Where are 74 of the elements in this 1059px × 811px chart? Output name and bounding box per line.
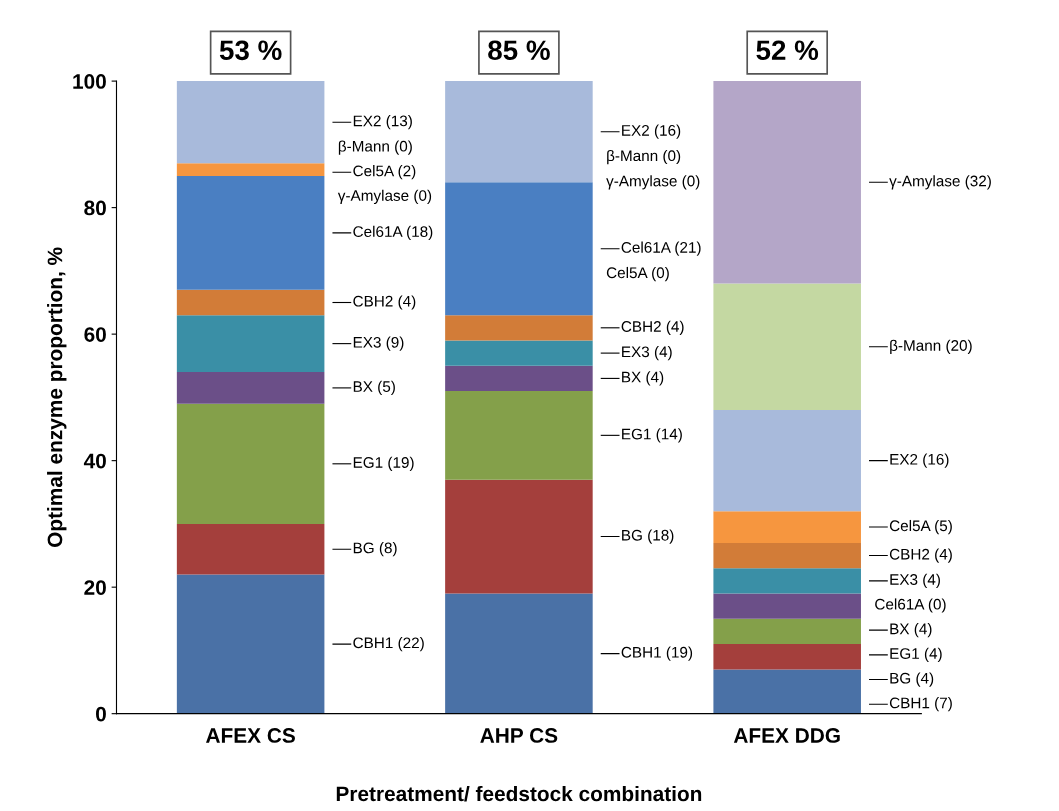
y-tick-label: 0: [96, 706, 106, 722]
text: EG1 (14): [622, 428, 682, 443]
bar: [713, 542, 861, 569]
text: EX3 (4): [890, 573, 940, 588]
bar: [176, 289, 325, 316]
bar: [176, 315, 325, 373]
y-tick-label: 80: [84, 200, 106, 216]
y-tick-label: 60: [84, 327, 106, 342]
text: β-Mann (0): [338, 140, 412, 155]
text: EX2 (13): [353, 115, 412, 130]
bar: [176, 523, 325, 575]
bar: [445, 315, 593, 341]
bar: [445, 391, 593, 480]
text: β-Mann (0): [607, 149, 681, 165]
text: BG (8): [353, 542, 397, 557]
text: Cel61A (0): [875, 598, 946, 613]
text: CBH2 (4): [353, 295, 416, 310]
text: EX2 (16): [890, 453, 949, 468]
text: CBH1 (22): [353, 636, 424, 652]
bar: [176, 175, 325, 290]
text: Cel5A (5): [889, 519, 952, 535]
x-tick-label: AFEX DDG: [733, 728, 840, 743]
x-axis-title: Pretreatment/ feedstock combination: [336, 785, 702, 802]
text: EX3 (4): [622, 345, 672, 361]
bar: [445, 81, 593, 183]
y-tick-label: 20: [84, 580, 106, 595]
text: CBH1 (7): [889, 697, 952, 712]
text: Cel5A (0): [606, 266, 669, 282]
bar: [713, 568, 861, 594]
x-tick-label: AFEX CS: [206, 728, 295, 743]
bar: [713, 410, 861, 512]
bar: [713, 511, 861, 543]
bar: [445, 479, 593, 594]
bar: [713, 593, 861, 619]
text: CBH2 (4): [889, 548, 952, 563]
text: CBH1 (19): [621, 646, 693, 661]
bar: [176, 372, 325, 404]
text: BG (18): [622, 529, 674, 544]
text: BX (5): [353, 380, 395, 396]
text: EG1 (19): [353, 456, 414, 471]
text: Cel61A (21): [621, 241, 701, 256]
text: EG1 (4): [890, 647, 942, 662]
y-axis-title: Optimal enzyme proportion, %: [47, 247, 67, 547]
text: BG (4): [890, 672, 934, 687]
bar: [713, 618, 861, 645]
text: EX3 (9): [353, 336, 404, 351]
bar: [176, 574, 325, 714]
text: EX2 (16): [622, 124, 681, 139]
bar: [713, 283, 861, 411]
text: 52 %: [756, 40, 819, 61]
x-tick-label: AHP CS: [480, 728, 558, 743]
bar: [445, 340, 593, 366]
text: BX (4): [622, 371, 664, 386]
text: γ-Amylase (0): [337, 189, 432, 204]
bar: [445, 182, 593, 316]
text: Cel5A (2): [353, 165, 416, 180]
text: Cel61A (18): [353, 225, 433, 241]
text: γ-Amylase (32): [889, 175, 991, 190]
y-tick-label: 40: [83, 453, 106, 469]
text: BX (4): [890, 623, 932, 638]
text: CBH2 (4): [621, 320, 684, 335]
bar: [176, 163, 325, 176]
bar: [713, 644, 861, 670]
text: 85 %: [488, 40, 550, 61]
text: γ-Amylase (0): [606, 175, 700, 190]
text: 53 %: [219, 40, 282, 61]
bar: [445, 593, 593, 714]
bar: [713, 81, 861, 284]
text: β-Mann (20): [890, 339, 972, 354]
bar: [176, 403, 325, 524]
bar: [713, 669, 861, 714]
bar: [445, 365, 593, 392]
bar: [176, 81, 325, 164]
y-tick-label: 100: [73, 74, 106, 89]
